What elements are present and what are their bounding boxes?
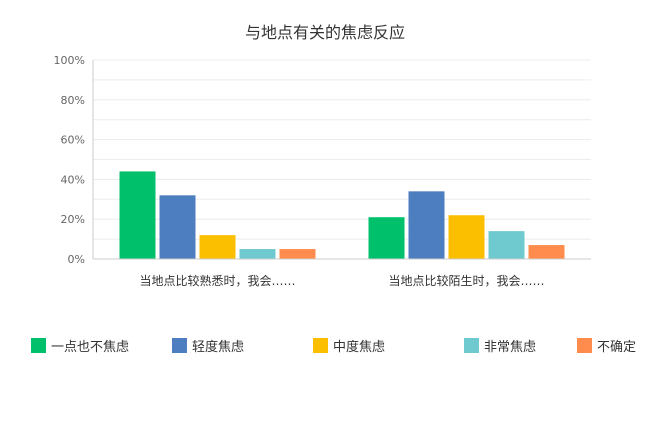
bar[interactable] [408, 191, 445, 259]
legend-swatch [172, 337, 187, 353]
bar[interactable] [239, 249, 276, 259]
bar[interactable] [279, 249, 316, 259]
legend-label: 不确定 [597, 339, 637, 355]
legend: 一点也不焦虑 轻度焦虑 中度焦虑 非常焦虑 不确定 [0, 334, 650, 356]
bars [119, 171, 565, 259]
bar[interactable] [159, 195, 196, 259]
bar[interactable] [199, 235, 236, 259]
legend-item-unsure[interactable]: 不确定 [577, 334, 636, 356]
chart-canvas: 与地点有关的焦虑反应 0% 20% 40% 60% 80% 100% 当地点比较熟悉时，我… [54, 23, 591, 288]
y-tick-label: 80% [61, 94, 85, 107]
legend-item-very-anxious[interactable]: 非常焦虑 [464, 334, 536, 356]
legend-swatch [313, 337, 328, 353]
bar[interactable] [488, 231, 525, 259]
y-tick-label: 60% [61, 134, 85, 147]
x-tick-label: 当地点比较熟悉时，我会…… [139, 273, 295, 288]
legend-swatch [577, 337, 592, 353]
bar[interactable] [528, 245, 565, 259]
y-axis-ticks: 0% 20% 40% 60% 80% 100% [54, 54, 85, 266]
bar[interactable] [448, 215, 485, 259]
legend-item-moderate-anxiety[interactable]: 中度焦虑 [313, 334, 385, 356]
y-tick-label: 20% [61, 213, 85, 226]
chart-title: 与地点有关的焦虑反应 [245, 23, 405, 42]
legend-swatch [464, 337, 479, 353]
legend-label: 一点也不焦虑 [51, 339, 130, 355]
y-tick-label: 0% [68, 253, 85, 266]
legend-label: 中度焦虑 [333, 339, 386, 355]
legend-swatch [31, 337, 46, 353]
bar[interactable] [368, 217, 405, 259]
x-axis-ticks: 当地点比较熟悉时，我会…… 当地点比较陌生时，我会…… [139, 273, 544, 288]
bar[interactable] [119, 171, 156, 259]
legend-item-not-anxious[interactable]: 一点也不焦虑 [31, 334, 129, 356]
x-tick-label: 当地点比较陌生时，我会…… [388, 273, 544, 288]
y-tick-label: 40% [61, 173, 85, 186]
legend-label: 非常焦虑 [484, 339, 537, 355]
legend-label: 轻度焦虑 [192, 339, 245, 355]
legend-item-mild-anxiety[interactable]: 轻度焦虑 [172, 334, 244, 356]
y-tick-label: 100% [54, 54, 85, 67]
